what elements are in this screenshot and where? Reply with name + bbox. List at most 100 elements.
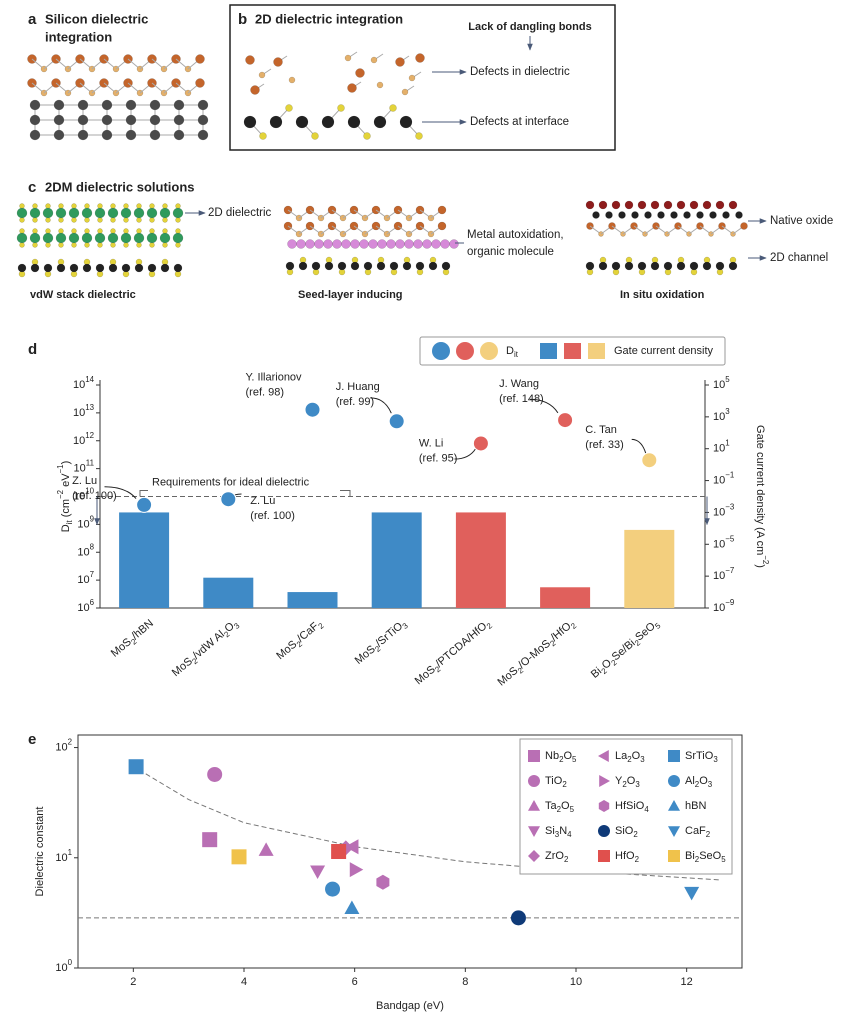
marker <box>528 800 540 811</box>
legend-label: Si3N4 <box>545 825 572 839</box>
atom <box>404 239 414 249</box>
note: Metal autoxidation, <box>467 229 564 241</box>
atom <box>29 232 41 244</box>
atom <box>735 211 743 219</box>
atom <box>29 129 41 141</box>
atom <box>197 129 209 141</box>
text-part: 10 <box>713 602 725 614</box>
atom <box>431 239 441 249</box>
point-label: W. Li <box>419 437 443 449</box>
atom <box>197 114 209 126</box>
legend-label: Y2O3 <box>615 775 640 789</box>
marker <box>202 832 218 848</box>
text-part: 10 <box>73 490 85 502</box>
atom <box>95 263 105 273</box>
atom <box>611 200 621 210</box>
point-label: (ref. 148) <box>499 393 544 405</box>
atom <box>259 132 267 140</box>
marker <box>528 850 540 862</box>
atom <box>197 99 209 111</box>
atom <box>133 232 145 244</box>
atom <box>77 114 89 126</box>
atom <box>722 211 730 219</box>
atom <box>321 115 335 129</box>
atom <box>269 115 283 129</box>
atom <box>415 261 425 271</box>
atom <box>250 85 260 95</box>
atom <box>43 263 53 273</box>
atom <box>172 232 184 244</box>
atom <box>689 200 699 210</box>
panel-letter: a <box>28 11 37 28</box>
text-part: −3 <box>725 503 735 512</box>
note: 2D channel <box>770 252 828 264</box>
legend-label: SiO2 <box>615 825 638 839</box>
legend-label: HfO2 <box>615 850 639 864</box>
atom <box>55 207 67 219</box>
marker <box>510 910 526 926</box>
panel-title: Silicon dielectric <box>45 11 148 26</box>
atom <box>402 261 412 271</box>
atom <box>341 239 351 249</box>
text-part: /PTCDA/HfO <box>433 620 489 670</box>
atom <box>42 207 54 219</box>
atom <box>715 200 725 210</box>
text-part: it <box>514 350 519 359</box>
atom <box>650 200 660 210</box>
point <box>304 401 321 418</box>
y-tick-label: 106 <box>77 598 94 614</box>
atom <box>314 239 324 249</box>
text-part: 2 <box>295 639 304 649</box>
x-tick-label: MoS2/O-MoS2/HfO2 <box>495 617 578 690</box>
atom <box>702 200 712 210</box>
atom <box>696 211 704 219</box>
text-part: 2 <box>317 621 326 631</box>
text-part: it <box>65 520 74 525</box>
atom <box>296 239 306 249</box>
text-part: −2 <box>761 555 770 564</box>
atom <box>332 239 342 249</box>
marker <box>668 775 680 787</box>
text-part: 11 <box>86 459 95 468</box>
atom <box>29 99 41 111</box>
point-label: Z. Lu <box>72 475 97 487</box>
atom <box>683 211 691 219</box>
text-part: SrTiO <box>685 750 714 762</box>
text-part: 2 <box>190 656 199 666</box>
atom <box>437 205 447 215</box>
plot-frame <box>77 734 743 969</box>
x-tick-label: MoS2/CaF2 <box>274 617 325 663</box>
text-part: 12 <box>85 431 94 440</box>
atom <box>611 261 621 271</box>
text-part: 2 <box>559 755 563 764</box>
text-part: 14 <box>85 375 94 384</box>
legend-label: Bi2SeO5 <box>685 850 726 864</box>
legend-swatch <box>588 343 605 359</box>
legend-label: hBN <box>685 800 706 812</box>
atom <box>370 56 378 64</box>
atom <box>337 261 347 271</box>
text-part: 13 <box>85 403 94 412</box>
atom <box>173 129 185 141</box>
bar <box>203 577 254 608</box>
text-part: 5 <box>570 805 575 814</box>
atom <box>195 78 205 88</box>
marker <box>207 766 223 782</box>
atom <box>56 263 66 273</box>
atom <box>305 239 315 249</box>
text-part: 2 <box>569 621 578 631</box>
atom <box>147 263 157 273</box>
atom <box>101 114 113 126</box>
text-part: 2 <box>68 738 72 747</box>
y-tick-label: 109 <box>77 514 94 530</box>
atom <box>68 232 80 244</box>
text-part: 2 <box>627 755 631 764</box>
atom <box>637 200 647 210</box>
atom <box>347 115 361 129</box>
panel-title: 2D dielectric integration <box>255 11 403 26</box>
atom <box>395 57 405 67</box>
atom <box>709 211 717 219</box>
text-part: 7 <box>90 570 94 579</box>
marker <box>258 842 274 856</box>
point <box>136 496 153 513</box>
